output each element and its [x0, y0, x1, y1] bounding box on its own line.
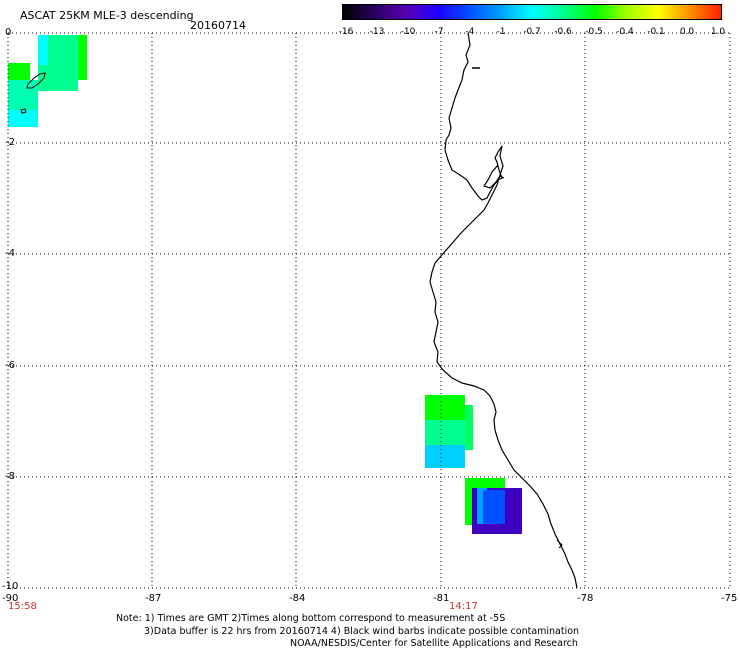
colorbar-label: -0.5 [585, 27, 603, 37]
time-left: 15:58 [8, 601, 37, 612]
coastline [429, 32, 578, 589]
colorbar-label: -1 [496, 27, 506, 37]
swath-cell [483, 490, 505, 524]
colorbar-label: -13 [369, 27, 385, 37]
x-label: -78 [577, 593, 594, 604]
x-label: -75 [721, 593, 738, 604]
grid-lines [8, 32, 731, 589]
colorbar-label: -0.7 [523, 27, 541, 37]
colorbar-label: 0.0 [679, 27, 695, 37]
colorbar-label: -10 [400, 27, 416, 37]
swath-bottom [465, 478, 522, 534]
x-label: -87 [145, 593, 162, 604]
swath-cell [8, 63, 30, 81]
y-label: -8 [5, 471, 15, 482]
time-middle: 14:17 [449, 601, 478, 612]
colorbar-label: -0.4 [616, 27, 634, 37]
map-title: ASCAT 25KM MLE-3 descending [20, 9, 194, 22]
swath-cell [38, 35, 48, 65]
y-label: -4 [5, 248, 15, 259]
colorbar-label: -7 [434, 27, 444, 37]
swath-cell [465, 405, 473, 450]
swath-cell [425, 445, 465, 468]
x-label: -81 [433, 593, 450, 604]
note-line-2: 3)Data buffer is 22 hrs from 20160714 4)… [144, 626, 580, 637]
y-label: -2 [5, 137, 15, 148]
colorbar-label: -4 [465, 27, 475, 37]
note-line-3: NOAA/NESDIS/Center for Satellite Applica… [290, 638, 578, 649]
colorbar-label: 1.0 [710, 27, 726, 37]
swath-cell [8, 80, 38, 110]
swath-top-left [8, 35, 87, 127]
swath-cell [477, 488, 487, 524]
colorbar-label: -0.1 [647, 27, 665, 37]
coast-marker [556, 539, 563, 549]
x-label: -84 [289, 593, 306, 604]
y-label: 0 [5, 27, 12, 38]
swath-mid [425, 395, 473, 468]
y-label: -10 [2, 581, 19, 592]
x-label: -90 [2, 593, 19, 604]
island-small [20, 108, 27, 114]
colorbar [342, 4, 722, 20]
island [26, 72, 46, 89]
y-label: -6 [5, 360, 15, 371]
note-line-1: Note: 1) Times are GMT 2)Times along bot… [116, 613, 506, 624]
coastline-inlet [483, 164, 505, 189]
colorbar-label: -16 [338, 27, 354, 37]
colorbar-label: -0.6 [554, 27, 572, 37]
map-date: 20160714 [190, 19, 246, 32]
